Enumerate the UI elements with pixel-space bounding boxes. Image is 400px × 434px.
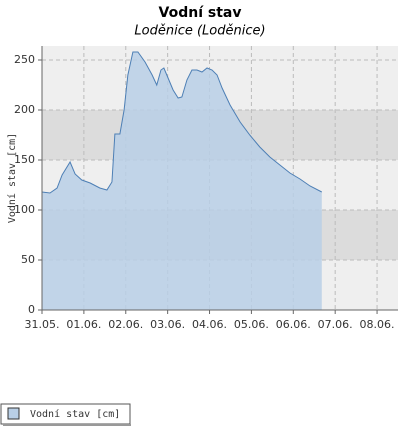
y-tick-label: 250 bbox=[14, 53, 35, 66]
y-tick-label: 150 bbox=[14, 153, 35, 166]
x-tick-label: 01.06. bbox=[66, 318, 101, 331]
y-tick-label: 50 bbox=[21, 253, 35, 266]
x-tick-label: 05.06. bbox=[234, 318, 269, 331]
y-axis-label: Vodní stav [cm] bbox=[6, 133, 18, 223]
x-tick-label: 07.06. bbox=[318, 318, 353, 331]
x-tick-label: 04.06. bbox=[192, 318, 227, 331]
legend-label: Vodní stav [cm] bbox=[30, 408, 120, 420]
x-tick-label: 31.05. bbox=[25, 318, 60, 331]
x-tick-label: 03.06. bbox=[150, 318, 185, 331]
x-tick-label: 02.06. bbox=[108, 318, 143, 331]
plot-area bbox=[41, 46, 398, 311]
chart-subtitle: Loděnice (Loděnice) bbox=[134, 24, 265, 39]
chart-title: Vodní stav bbox=[159, 5, 242, 21]
x-tick-label: 08.06. bbox=[360, 318, 395, 331]
line bbox=[41, 51, 323, 194]
y-tick-label: 100 bbox=[14, 203, 35, 216]
legend-swatch bbox=[7, 407, 20, 420]
x-tick-label: 06.06. bbox=[276, 318, 311, 331]
area bbox=[42, 52, 322, 310]
y-tick-label: 0 bbox=[28, 303, 35, 316]
y-tick-label: 200 bbox=[14, 103, 35, 116]
